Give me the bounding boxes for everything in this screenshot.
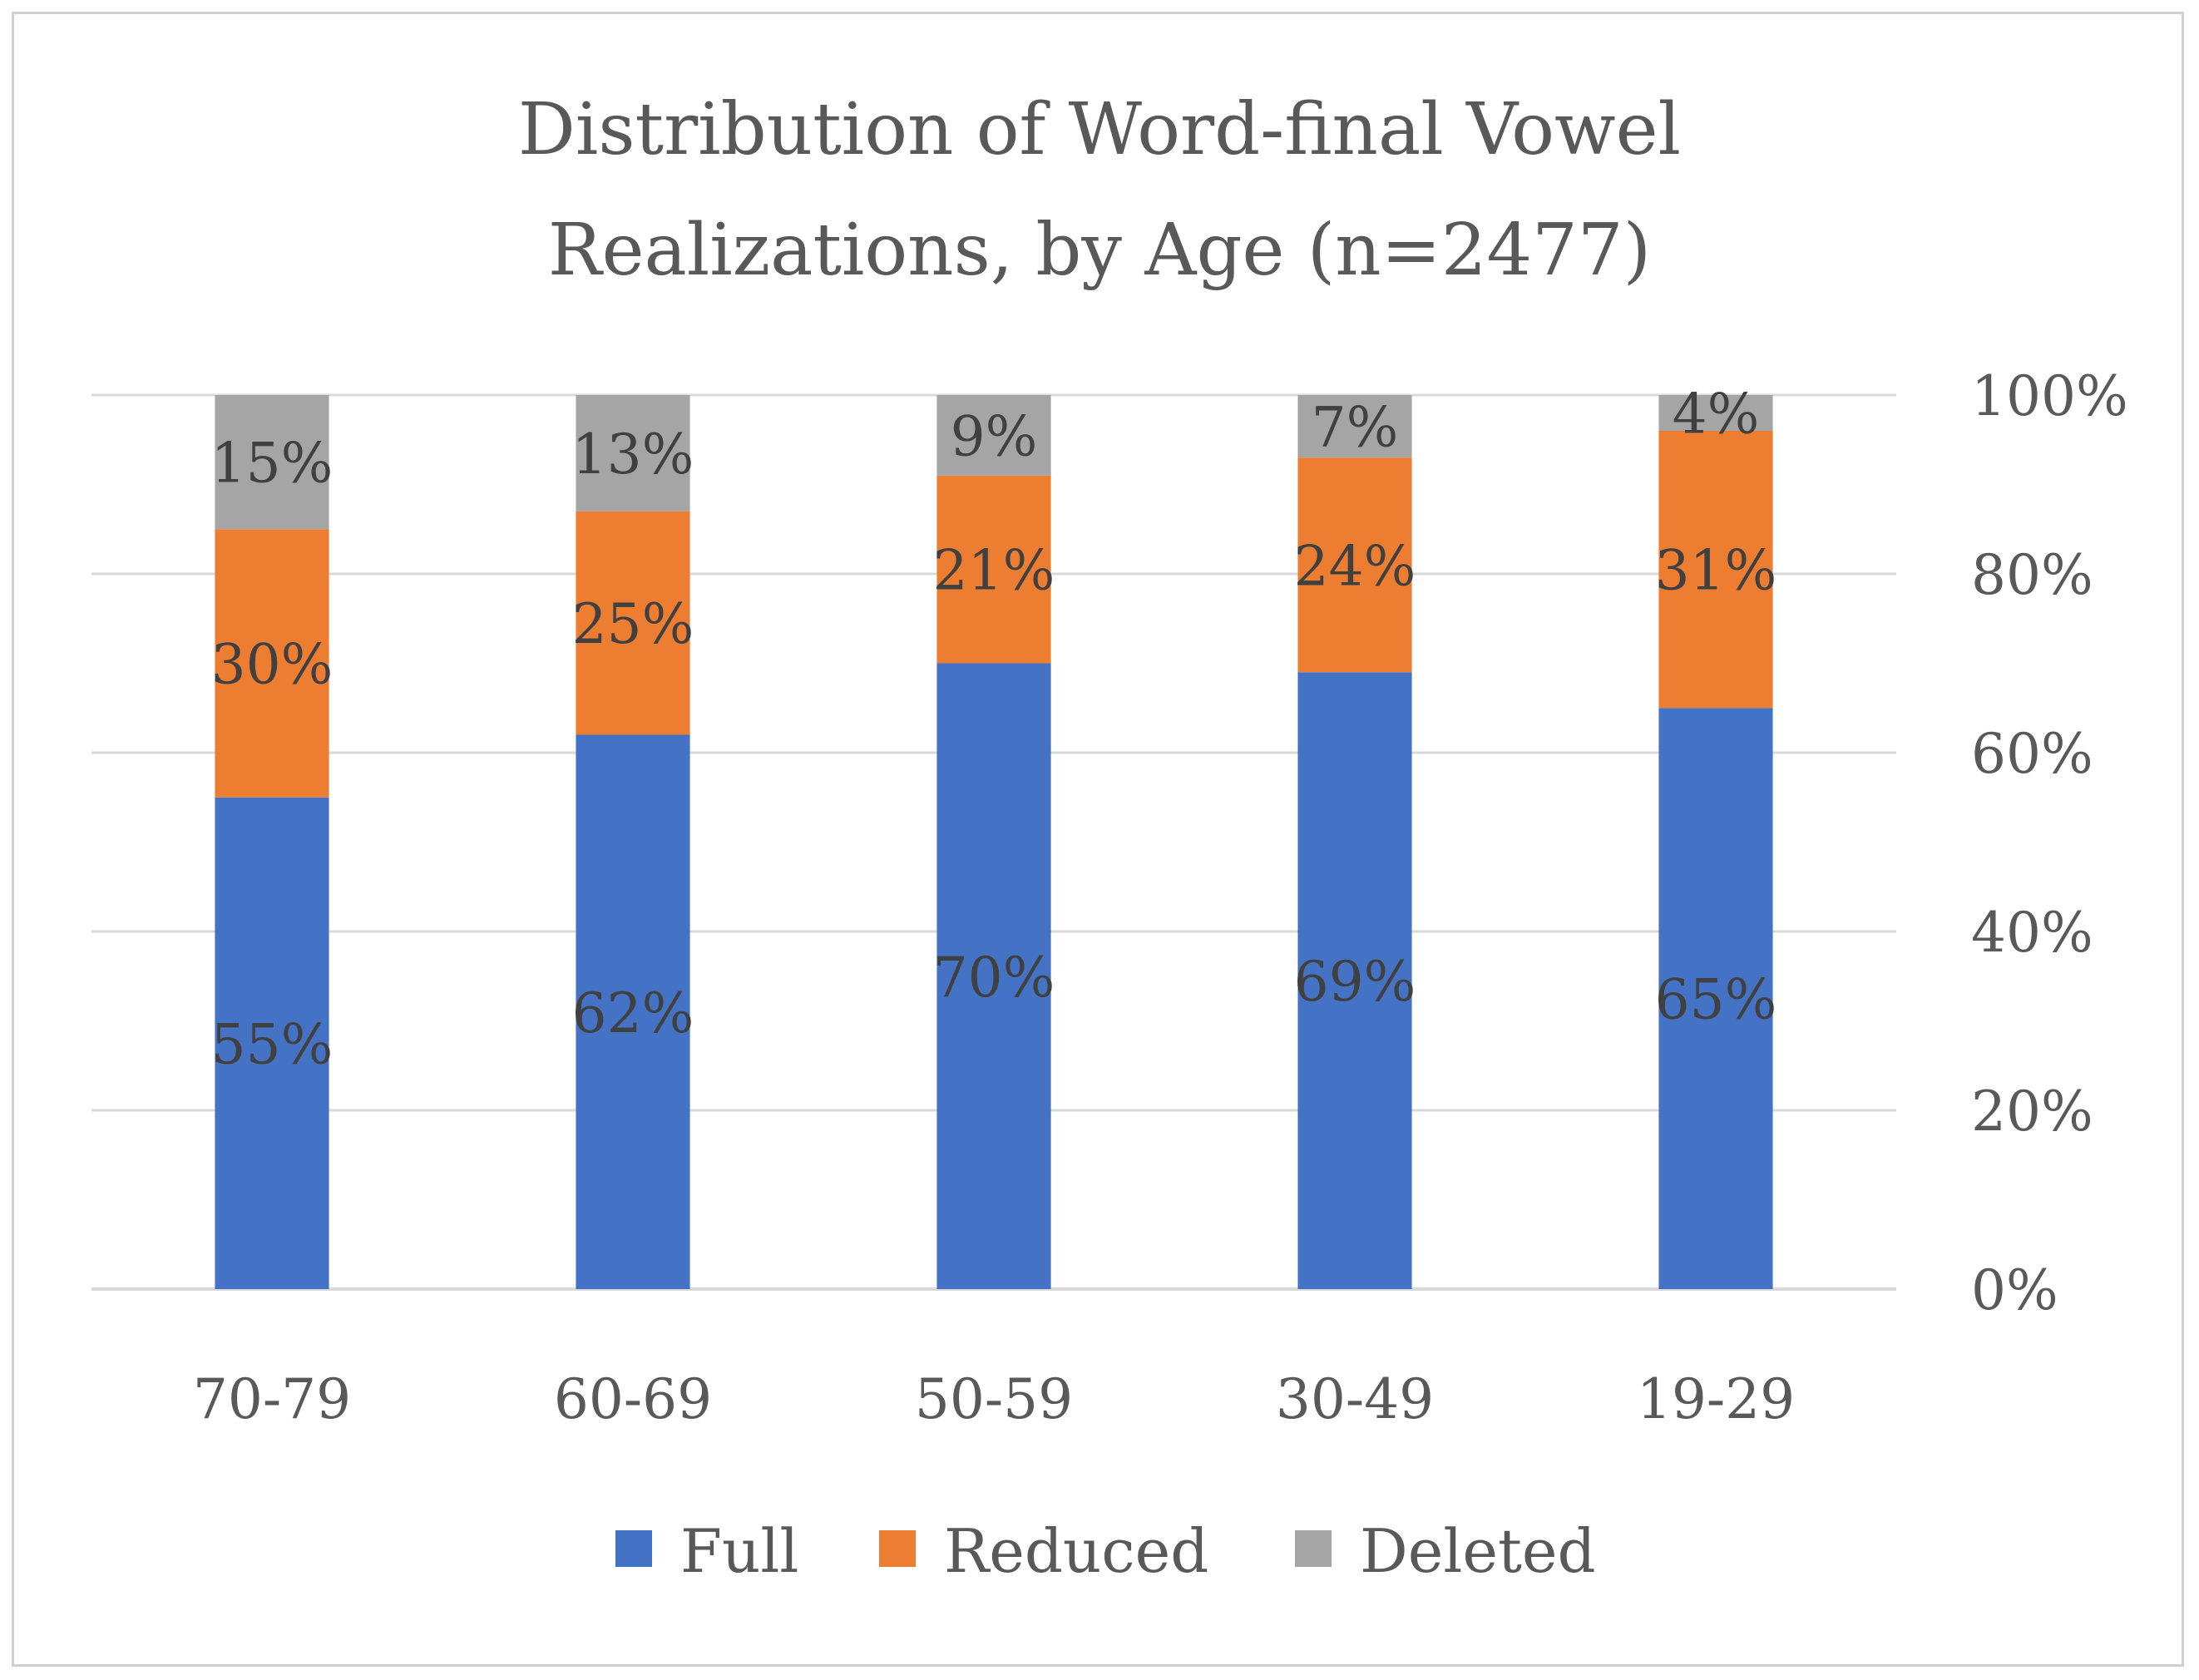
bar-deleted-30-49 <box>1297 395 1412 458</box>
data-label-deleted: 9% <box>951 404 1038 468</box>
bar-deleted-19-29 <box>1658 395 1773 431</box>
bar-reduced-30-49 <box>1297 457 1412 673</box>
y-tick-label: 40% <box>1971 901 2093 965</box>
x-tick-label: 70-79 <box>193 1367 351 1431</box>
data-label-deleted: 7% <box>1312 396 1399 460</box>
chart-frame <box>12 12 2184 1667</box>
bar-full-19-29 <box>1658 708 1773 1289</box>
chart-title: Distribution of Word-final Vowel Realiza… <box>518 88 1681 292</box>
x-axis: 70-79 60-69 50-59 30-49 19-29 <box>193 1367 1795 1431</box>
y-tick-label: 20% <box>1971 1080 2093 1144</box>
data-label-reduced: 21% <box>933 539 1055 603</box>
legend-swatch-deleted <box>1295 1530 1332 1567</box>
data-label-deleted: 15% <box>211 432 334 496</box>
legend-swatch-reduced <box>879 1530 916 1567</box>
data-label-full: 55% <box>211 1012 334 1076</box>
chart-title-line-1: Distribution of Word-final Vowel <box>518 88 1681 171</box>
x-tick-label: 60-69 <box>554 1367 712 1431</box>
legend-swatch-full <box>615 1530 652 1567</box>
bar-reduced-50-59 <box>936 475 1051 664</box>
data-label-full: 70% <box>933 946 1055 1010</box>
x-tick-label: 30-49 <box>1276 1367 1434 1431</box>
data-labels: 55% 30% 15% 62% 25% 13% 70% 21% 9% 69% 24% 7% 65% 31%… <box>211 383 1777 1077</box>
bar-deleted-50-59 <box>936 395 1051 476</box>
data-label-full: 69% <box>1294 950 1416 1014</box>
data-label-reduced: 25% <box>572 592 694 656</box>
data-label-reduced: 31% <box>1655 539 1777 603</box>
bar-series <box>215 395 1773 1289</box>
bar-full-50-59 <box>936 663 1051 1289</box>
bar-deleted-60-69 <box>576 395 690 511</box>
chart-title-line-2: Realizations, by Age (n=2477) <box>548 209 1651 292</box>
bar-full-70-79 <box>215 797 329 1289</box>
legend-label-full: Full <box>680 1516 798 1586</box>
data-label-deleted: 13% <box>572 422 694 487</box>
legend-label-deleted: Deleted <box>1360 1516 1596 1586</box>
bar-full-30-49 <box>1297 672 1412 1289</box>
data-label-full: 65% <box>1655 968 1777 1032</box>
legend: Full Reduced Deleted <box>615 1516 1596 1586</box>
y-tick-label: 60% <box>1971 722 2093 786</box>
data-label-full: 62% <box>572 981 694 1045</box>
data-label-reduced: 24% <box>1294 534 1416 598</box>
legend-label-reduced: Reduced <box>944 1516 1208 1586</box>
bar-reduced-60-69 <box>576 511 690 735</box>
y-axis: 0% 20% 40% 60% 80% 100% <box>1971 364 2128 1322</box>
data-label-deleted: 4% <box>1673 383 1760 447</box>
bar-deleted-70-79 <box>215 395 329 530</box>
y-tick-label: 80% <box>1971 543 2093 607</box>
y-tick-label: 0% <box>1971 1258 2058 1322</box>
bar-reduced-70-79 <box>215 529 329 798</box>
bar-full-60-69 <box>576 734 690 1289</box>
x-tick-label: 19-29 <box>1637 1367 1795 1431</box>
bar-reduced-19-29 <box>1658 431 1773 709</box>
x-tick-label: 50-59 <box>915 1367 1073 1431</box>
data-label-reduced: 30% <box>211 633 334 697</box>
y-tick-label: 100% <box>1971 364 2128 428</box>
